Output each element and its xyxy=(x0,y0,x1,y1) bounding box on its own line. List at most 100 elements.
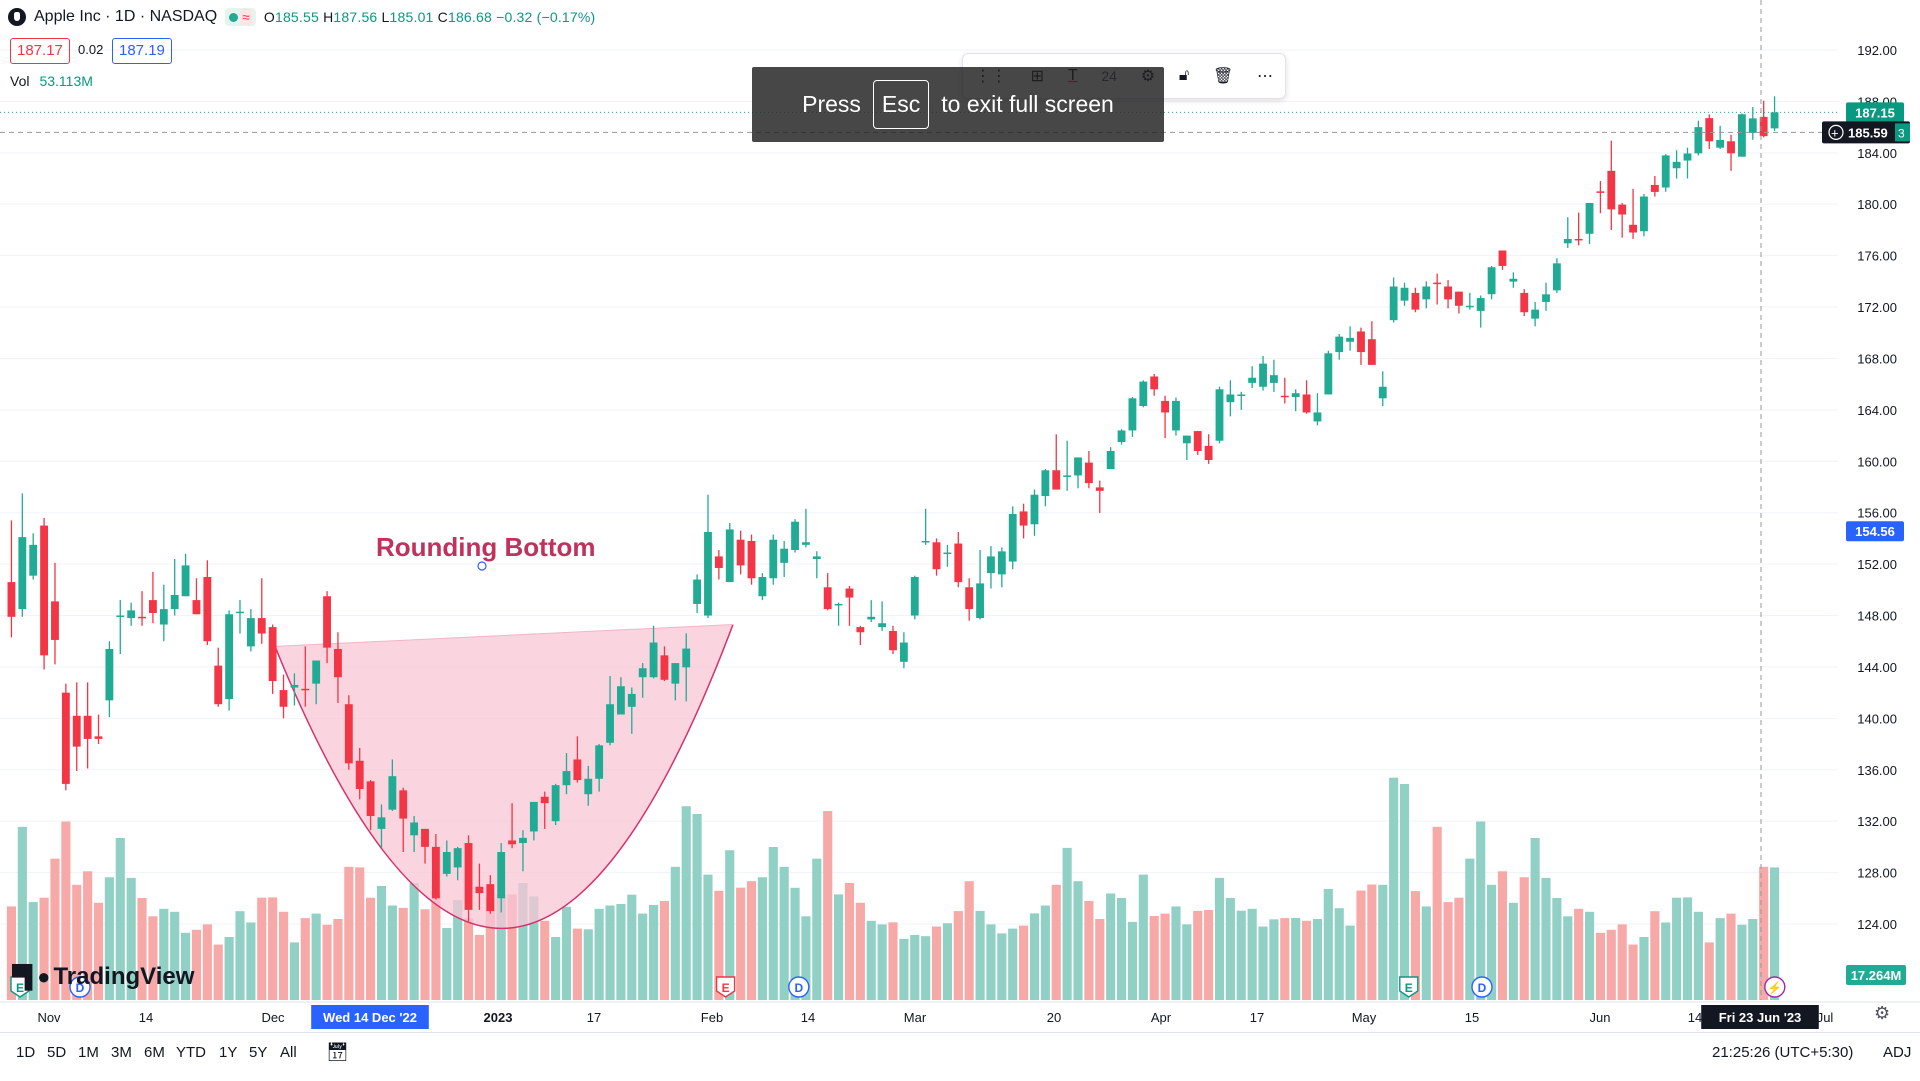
candle-body[interactable] xyxy=(1596,191,1605,193)
candle-body[interactable] xyxy=(976,583,984,619)
candle-body[interactable] xyxy=(616,686,625,715)
candle-body[interactable] xyxy=(627,693,636,707)
candle-body[interactable] xyxy=(94,736,103,739)
adj-button[interactable]: ADJ xyxy=(1883,1044,1912,1061)
candle-body[interactable] xyxy=(1455,291,1463,306)
candle-body[interactable] xyxy=(714,556,723,568)
candle-body[interactable] xyxy=(1215,389,1224,441)
candle-body[interactable] xyxy=(181,565,190,597)
candle-body[interactable] xyxy=(921,540,930,543)
timeframe-button-ytd[interactable]: YTD xyxy=(176,1044,206,1061)
candle-body[interactable] xyxy=(1748,118,1757,133)
buy-price-button[interactable]: 187.19 xyxy=(112,38,172,64)
candle-body[interactable] xyxy=(791,521,799,550)
crosshair-price-tag[interactable]: 185.59 xyxy=(1848,125,1888,140)
candle-body[interactable] xyxy=(1585,202,1594,234)
timeframe-button-1y[interactable]: 1Y xyxy=(219,1044,238,1061)
candle-body[interactable] xyxy=(1618,204,1627,215)
candle-body[interactable] xyxy=(290,684,299,688)
candle-body[interactable] xyxy=(388,776,397,810)
candle-body[interactable] xyxy=(736,539,745,566)
candle-body[interactable] xyxy=(214,665,223,705)
candle-body[interactable] xyxy=(725,529,734,583)
candle-body[interactable] xyxy=(1172,400,1180,431)
candle-body[interactable] xyxy=(1465,305,1474,308)
marked-price-tag[interactable]: 154.56 xyxy=(1855,524,1895,539)
candle-body[interactable] xyxy=(72,715,81,747)
candle-body[interactable] xyxy=(1182,435,1191,444)
candle-body[interactable] xyxy=(1422,286,1431,300)
candle-body[interactable] xyxy=(1433,282,1442,285)
candle-body[interactable] xyxy=(344,704,353,764)
add-alert-icon[interactable] xyxy=(1828,124,1844,140)
candle-body[interactable] xyxy=(1019,511,1028,526)
market-status-badge[interactable]: ≈ xyxy=(225,8,256,26)
candle-body[interactable] xyxy=(431,846,440,899)
candle-body[interactable] xyxy=(638,668,647,678)
candle-body[interactable] xyxy=(1139,381,1148,407)
candle-body[interactable] xyxy=(997,551,1006,575)
candle-body[interactable] xyxy=(312,660,321,684)
candle-body[interactable] xyxy=(1095,487,1104,491)
candle-body[interactable] xyxy=(1193,431,1202,452)
earnings-marker-icon[interactable] xyxy=(1399,976,1419,998)
candle-body[interactable] xyxy=(802,542,810,545)
timeframe-button-5d[interactable]: 5D xyxy=(47,1044,67,1061)
timeframe-button-3m[interactable]: 3M xyxy=(111,1044,132,1061)
candle-body[interactable] xyxy=(1106,451,1115,470)
candle-body[interactable] xyxy=(83,715,92,739)
candle-body[interactable] xyxy=(584,778,593,795)
volume-price-tag[interactable]: 17.264M xyxy=(1851,968,1902,983)
candle-body[interactable] xyxy=(1248,377,1257,383)
earnings-marker-icon[interactable] xyxy=(10,976,30,998)
candle-body[interactable] xyxy=(1291,393,1300,398)
candle-body[interactable] xyxy=(1346,337,1355,342)
candle-body[interactable] xyxy=(1531,309,1540,319)
candle-body[interactable] xyxy=(1270,375,1278,383)
candle-body[interactable] xyxy=(1770,112,1779,129)
candle-body[interactable] xyxy=(410,822,419,836)
candle-body[interactable] xyxy=(453,848,462,868)
candle-body[interactable] xyxy=(551,785,560,822)
candle-body[interactable] xyxy=(399,790,408,819)
candle-body[interactable] xyxy=(899,642,908,662)
candle-body[interactable] xyxy=(1030,494,1039,525)
candle-body[interactable] xyxy=(464,843,473,910)
candle-body[interactable] xyxy=(1204,445,1213,461)
candle-body[interactable] xyxy=(1302,394,1311,413)
candle-body[interactable] xyxy=(965,587,974,610)
candle-body[interactable] xyxy=(1542,294,1550,302)
candle-body[interactable] xyxy=(812,556,821,559)
candle-body[interactable] xyxy=(1411,292,1420,310)
dividend-marker-icon[interactable] xyxy=(1471,976,1493,998)
candle-body[interactable] xyxy=(29,544,38,576)
candle-body[interactable] xyxy=(1694,127,1703,154)
candle-body[interactable] xyxy=(51,601,59,640)
lock-icon[interactable]: 🔓︎ xyxy=(1178,67,1190,84)
candle-body[interactable] xyxy=(61,692,70,784)
candle-body[interactable] xyxy=(1367,339,1376,365)
candle-body[interactable] xyxy=(780,548,789,563)
price-axis[interactable] xyxy=(1838,0,1920,1032)
candle-body[interactable] xyxy=(932,542,941,570)
candle-body[interactable] xyxy=(1357,331,1365,353)
candle-body[interactable] xyxy=(1063,475,1072,477)
candle-body[interactable] xyxy=(7,582,16,617)
candle-body[interactable] xyxy=(1563,238,1572,244)
candle-body[interactable] xyxy=(845,588,854,598)
label-anchor-point[interactable] xyxy=(477,561,487,571)
timeframe-button-5y[interactable]: 5Y xyxy=(249,1044,268,1061)
candle-body[interactable] xyxy=(1683,153,1692,161)
candle-body[interactable] xyxy=(856,627,865,633)
candle-body[interactable] xyxy=(1400,287,1409,301)
candle-body[interactable] xyxy=(1324,353,1333,395)
rounding-bottom-label[interactable]: Rounding Bottom xyxy=(376,532,596,562)
rounding-bottom-curve[interactable] xyxy=(274,624,734,930)
candle-body[interactable] xyxy=(127,610,136,619)
candle-body[interactable] xyxy=(1052,470,1061,490)
candle-body[interactable] xyxy=(1084,462,1093,484)
candle-body[interactable] xyxy=(159,609,168,625)
candle-body[interactable] xyxy=(606,704,614,743)
candle-body[interactable] xyxy=(301,688,310,691)
candle-body[interactable] xyxy=(355,760,364,790)
